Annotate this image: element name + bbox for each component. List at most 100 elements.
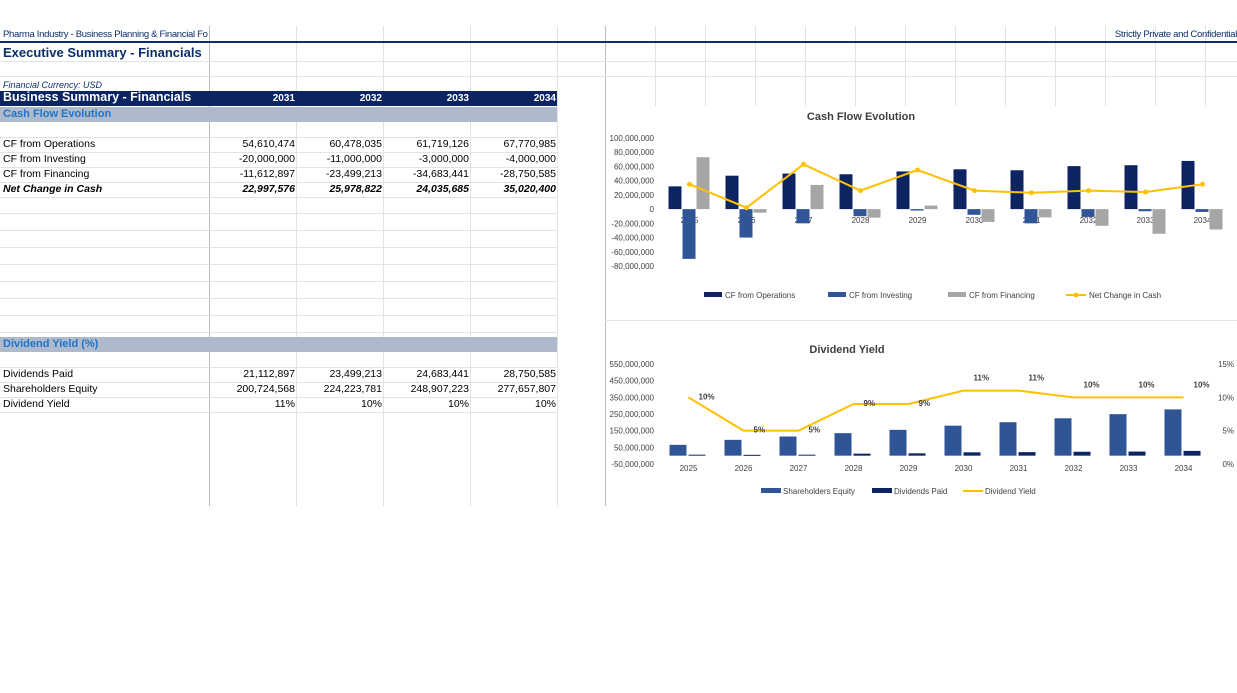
legend-swatch	[761, 488, 781, 493]
table-cell[interactable]: -28,750,585	[499, 168, 556, 180]
grid-line	[905, 26, 906, 106]
x-tick-label: 2034	[1194, 216, 1212, 225]
y-tick-label: -50,000,000	[611, 460, 654, 469]
grid-line	[1105, 26, 1106, 106]
table-cell[interactable]: 10%	[447, 398, 469, 410]
table-cell[interactable]: 248,907,223	[410, 383, 469, 395]
line-series	[687, 389, 1184, 432]
table-cell[interactable]: 61,719,126	[416, 138, 469, 150]
bar	[924, 205, 938, 210]
table-cell[interactable]: 35,020,400	[503, 183, 556, 195]
table-cell[interactable]: -4,000,000	[505, 153, 556, 165]
table-cell[interactable]: 23,499,213	[329, 368, 382, 380]
table-cell[interactable]: -3,000,000	[418, 153, 469, 165]
bar	[1209, 209, 1223, 230]
data-label: 10%	[699, 392, 715, 401]
table-cell[interactable]: 25,978,822	[329, 183, 382, 195]
bar	[669, 444, 687, 456]
cashflow-chart[interactable]: Cash Flow Evolution 100,000,000 80,000,000…	[606, 108, 1237, 320]
table-cell[interactable]: 21,112,897	[243, 368, 295, 380]
line-point	[1200, 181, 1205, 187]
grid-line	[557, 26, 558, 506]
bar	[753, 209, 767, 213]
table-cell[interactable]: 24,683,441	[416, 368, 469, 380]
y-tick-label: 550,000,000	[610, 360, 655, 369]
line-point	[972, 188, 977, 194]
dividend-chart[interactable]: Dividend Yield 550,000,000 450,000,000 350,…	[606, 338, 1237, 503]
grid-line	[0, 332, 557, 333]
bar	[1124, 165, 1138, 210]
bar	[1067, 166, 1081, 210]
grid-line	[1005, 26, 1006, 106]
y-tick-label: 350,000,000	[610, 393, 655, 402]
x-tick-label: 2033	[1137, 216, 1155, 225]
table-cell[interactable]: 277,657,807	[497, 383, 556, 395]
y-tick-label: 450,000,000	[610, 377, 655, 386]
cashflow-section-band	[0, 107, 557, 122]
bar	[999, 422, 1017, 456]
grid-line	[0, 213, 557, 214]
legend-label: CF from Investing	[849, 291, 912, 300]
bar	[839, 174, 853, 210]
y-tick-label: 40,000,000	[614, 177, 655, 186]
y-tick-label: 50,000,000	[614, 443, 655, 452]
grid-line	[470, 26, 471, 506]
bar	[682, 209, 696, 259]
legend-label: Dividends Paid	[894, 487, 947, 496]
row-label: Shareholders Equity	[3, 383, 98, 395]
grid-line	[655, 26, 656, 106]
table-cell[interactable]: 28,750,585	[503, 368, 556, 380]
table-cell[interactable]: 11%	[274, 398, 295, 410]
line-point	[858, 188, 863, 194]
table-cell[interactable]: 67,770,985	[503, 138, 556, 150]
table-cell[interactable]: -20,000,000	[238, 153, 295, 165]
row-label: CF from Operations	[3, 138, 96, 150]
bar	[779, 436, 797, 456]
line-point	[915, 167, 920, 173]
table-cell[interactable]: 10%	[360, 398, 382, 410]
bar	[724, 439, 742, 456]
table-cell[interactable]: -34,683,441	[412, 168, 469, 180]
table-cell[interactable]: 54,610,474	[242, 138, 295, 150]
data-label: 10%	[1084, 380, 1100, 389]
table-cell[interactable]: -11,612,897	[239, 168, 295, 180]
bar	[1038, 209, 1052, 218]
grid-line	[1155, 26, 1156, 106]
table-cell[interactable]: 60,478,035	[329, 138, 382, 150]
table-cell[interactable]: -11,000,000	[326, 153, 382, 165]
bar	[1109, 414, 1127, 456]
grid-line	[0, 298, 557, 299]
header-right-text: Strictly Private and Confidential	[1114, 29, 1237, 40]
grid-line	[0, 137, 557, 138]
data-label: 10%	[1194, 380, 1210, 389]
header-left-text: Pharma Industry - Business Planning & Fi…	[3, 29, 208, 40]
table-cell[interactable]: 22,997,576	[242, 183, 295, 195]
currency-label: Financial Currency: USD	[3, 80, 103, 90]
bar	[1054, 418, 1072, 456]
bar	[796, 209, 810, 224]
header-rule	[0, 41, 1237, 43]
data-label: 11%	[974, 374, 990, 383]
x-tick-label: 2031	[1010, 464, 1028, 473]
bar	[834, 433, 852, 456]
bar	[1183, 450, 1201, 456]
line-series	[689, 163, 1203, 209]
table-cell[interactable]: 10%	[534, 398, 556, 410]
bar	[953, 169, 967, 210]
year-header: 2034	[533, 93, 556, 104]
page-title: Executive Summary - Financials	[3, 45, 202, 60]
table-cell[interactable]: 200,724,568	[236, 383, 295, 395]
bar	[944, 425, 962, 456]
table-cell[interactable]: 224,223,781	[323, 383, 382, 395]
x-tick-label: 2027	[790, 464, 808, 473]
summary-header-bar	[0, 91, 557, 106]
data-label: 5%	[809, 426, 821, 435]
grid-line	[1205, 26, 1206, 106]
table-cell[interactable]: -23,499,213	[325, 168, 382, 180]
grid-line	[0, 382, 557, 383]
table-cell[interactable]: 24,035,685	[416, 183, 469, 195]
line-point	[1086, 188, 1091, 194]
x-tick-label: 2030	[955, 464, 973, 473]
bar	[1181, 160, 1195, 210]
bar	[910, 209, 924, 211]
